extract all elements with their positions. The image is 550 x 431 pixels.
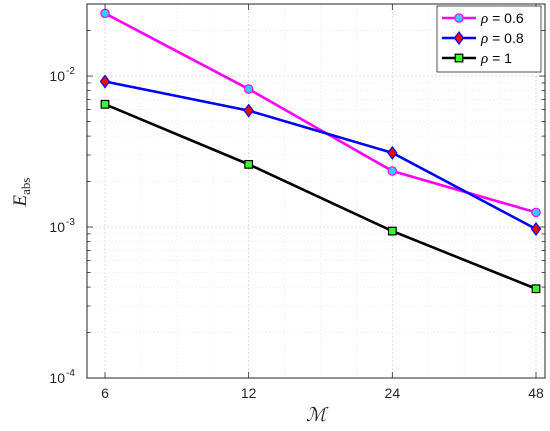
- y-tick-exponent: -3: [66, 217, 75, 228]
- y-tick-base: 10: [49, 219, 65, 235]
- y-tick-label: 10 -2: [49, 66, 75, 84]
- y-axis-label-sub: abs: [18, 178, 33, 195]
- legend-entry: ρ = 0.8: [442, 30, 524, 47]
- legend-entry: ρ = 0.6: [442, 10, 524, 27]
- legend-symbol: ρ: [480, 51, 488, 67]
- data-point: [243, 103, 254, 118]
- legend-symbol: ρ: [480, 11, 488, 27]
- data-point: [531, 284, 541, 294]
- legend: ρ = 0.6ρ = 0.8ρ = 1: [436, 5, 542, 73]
- legend-marker: [454, 13, 464, 23]
- data-point: [387, 145, 398, 160]
- y-tick-label: 10 -4: [49, 368, 75, 386]
- legend-value: = 0.6: [488, 10, 524, 26]
- x-tick-label: 6: [101, 385, 109, 401]
- legend-marker: [454, 53, 464, 63]
- svg-text:Eabs: Eabs: [10, 178, 33, 208]
- data-point: [243, 84, 254, 94]
- y-tick-exponent: -4: [66, 368, 75, 379]
- y-axis-label: Eabs: [10, 178, 33, 208]
- y-tick-base: 10: [49, 370, 65, 386]
- legend-value: = 0.8: [488, 30, 524, 46]
- legend-label: ρ = 1: [480, 50, 512, 67]
- series-3: [100, 99, 541, 294]
- y-tick-exponent: -2: [66, 66, 75, 77]
- y-tick-base: 10: [49, 68, 65, 84]
- series-layer: [99, 8, 542, 294]
- y-tick-label: 10 -3: [49, 217, 75, 235]
- legend-entry: ρ = 1: [442, 50, 512, 67]
- x-tick-label: 24: [385, 385, 401, 401]
- data-point: [100, 99, 110, 109]
- series-line: [104, 80, 537, 231]
- data-point: [531, 207, 541, 218]
- data-point: [244, 159, 254, 169]
- series-line: [104, 103, 537, 290]
- data-point: [387, 166, 398, 176]
- legend-label: ρ = 0.8: [480, 30, 524, 47]
- plot-border: [86, 3, 546, 379]
- legend-value: = 1: [488, 50, 512, 66]
- x-tick-label: 12: [241, 385, 257, 401]
- y-axis-label-main: E: [10, 194, 31, 207]
- legend-symbol: ρ: [480, 31, 488, 47]
- legend-marker: [453, 31, 465, 45]
- grid: [87, 3, 545, 379]
- series-2: [99, 74, 542, 237]
- legend-label: ρ = 0.6: [480, 10, 524, 27]
- data-point: [387, 226, 397, 236]
- x-tick-label: 48: [528, 385, 544, 401]
- data-point: [100, 8, 110, 19]
- data-point: [99, 74, 111, 89]
- x-axis-label: ℳ: [306, 405, 329, 426]
